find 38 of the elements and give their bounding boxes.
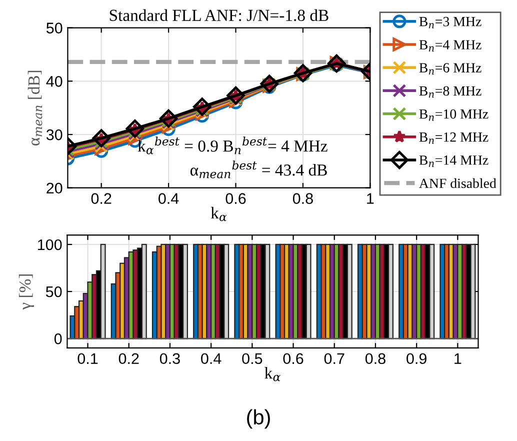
x-tick-label: 0.9 (406, 353, 426, 364)
annotation: k$_{α}$$^{best}$ = 0.9 B$_{n}$$^{best}$= 4 MHz (138, 136, 328, 154)
text: (b) (247, 409, 270, 429)
legend-label: B$_{n}$=10 MHz (419, 109, 488, 121)
legend-label: B$_{n}$=8 MHz (419, 86, 482, 98)
y-axis-title: α$_{mean}$ [dB] (28, 70, 42, 146)
y-tick-label: 0 (54, 333, 62, 344)
y-axis-title: γ [%] (18, 274, 34, 310)
x-axis-title: k$_{α}$ (210, 206, 227, 222)
legend-label: B$_{n}$=4 MHz (419, 40, 482, 52)
x-tick-label: 0.8 (292, 193, 313, 204)
y-tick-label: 40 (46, 76, 62, 87)
legend-label: B$_{n}$=6 MHz (419, 63, 482, 74)
x-tick-label: 0.8 (365, 353, 386, 364)
x-tick-label: 0.4 (201, 353, 222, 364)
legend-label: B$_{n}$=12 MHz (419, 132, 488, 144)
y-tick-label: 100 (38, 239, 62, 250)
legend-label: B$_{n}$=3 MHz (419, 16, 482, 28)
x-tick-label: 0.2 (118, 353, 139, 364)
y-tick-label: 20 (46, 182, 62, 194)
x-tick-label: 0.2 (91, 193, 112, 204)
y-tick-label: 50 (46, 286, 62, 298)
y-tick-label: 30 (46, 129, 62, 140)
x-tick-label: 0.7 (324, 353, 344, 364)
x-tick-label: 1 (367, 193, 374, 204)
chart-title: Standard FLL ANF: J/N=-1.8 dB (110, 9, 328, 22)
x-tick-label: 0.1 (78, 353, 98, 364)
x-tick-label: 0.6 (226, 193, 246, 204)
y-tick-label: 50 (46, 22, 62, 34)
legend-label: ANF disabled (419, 178, 496, 188)
x-axis-title: k$_{α}$ (264, 366, 280, 382)
x-tick-label: 1 (454, 353, 462, 364)
x-tick-label: 0.4 (158, 193, 179, 204)
x-tick-label: 0.3 (160, 353, 180, 364)
annotation: α$_{mean}$$^{best}$ = 43.4 dB (190, 160, 327, 178)
x-tick-label: 0.6 (283, 353, 304, 364)
x-tick-label: 0.5 (242, 353, 262, 364)
legend-label: B$_{n}$=14 MHz (419, 156, 488, 167)
